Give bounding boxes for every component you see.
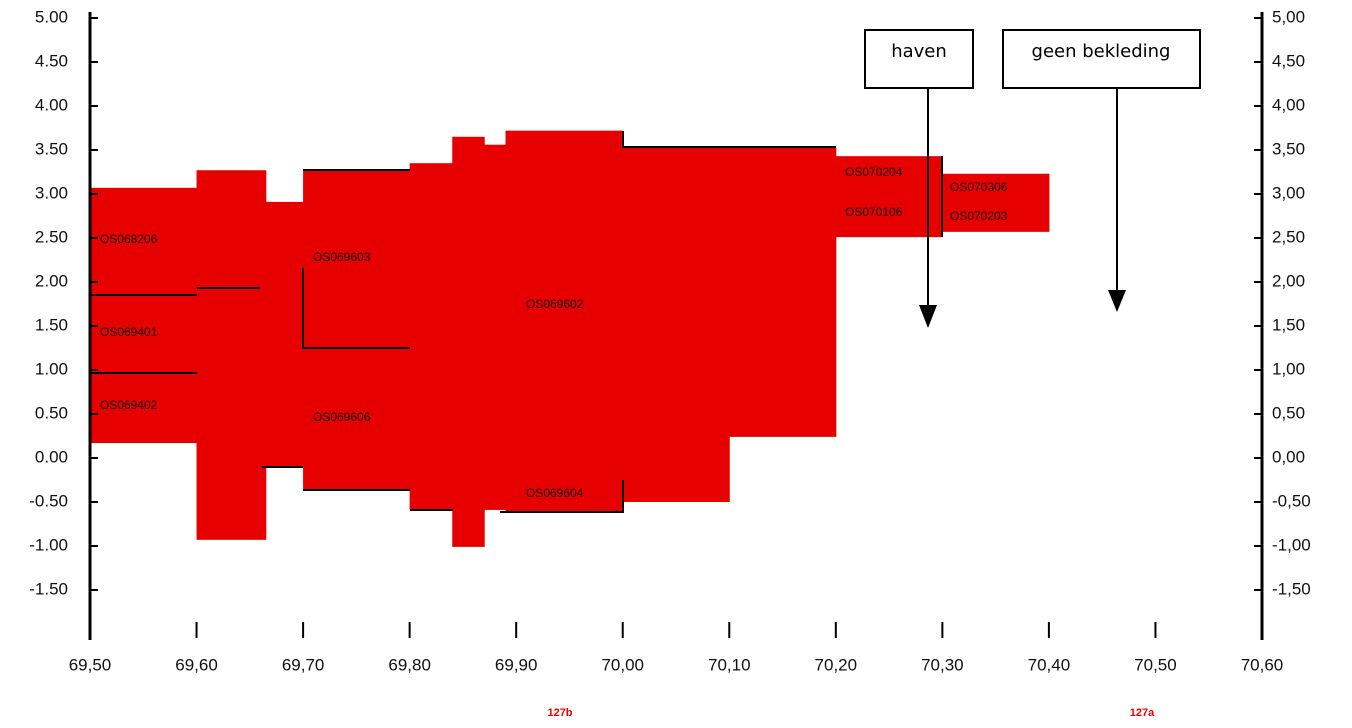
block [484, 144, 507, 510]
y-tick-label: -0.50 [29, 491, 68, 510]
y-tick-label: 2.50 [35, 227, 68, 246]
block [303, 170, 411, 490]
y2-tick-label: 4,50 [1272, 51, 1305, 70]
annotation-haven [864, 29, 974, 328]
block [90, 187, 198, 444]
x-tick-label: 70,00 [601, 655, 644, 674]
y-tick-label: 0.00 [35, 447, 68, 466]
y2-tick-label: -1,50 [1272, 579, 1311, 598]
y2-tick-label: -1,00 [1272, 535, 1311, 554]
y-tick-label: -1.00 [29, 535, 68, 554]
section-boundaries [90, 131, 943, 513]
y-tick-label: -1.50 [29, 579, 68, 598]
x-tick-label: 70,50 [1134, 655, 1177, 674]
y2-tick-label: 1,50 [1272, 315, 1305, 334]
y-tick-label: 4.50 [35, 51, 68, 70]
section-label: OS070204 [845, 165, 903, 179]
y-tick-label: 2.00 [35, 271, 68, 290]
blocks [90, 130, 1050, 547]
annotation-label: geen bekleding [1032, 41, 1171, 62]
x-tick-label: 69,50 [69, 655, 112, 674]
section-label: OS069603 [313, 250, 371, 264]
section-label: OS070106 [845, 205, 903, 219]
block [452, 136, 485, 547]
section-label: OS068206 [100, 232, 158, 246]
section-label: OS069401 [100, 325, 158, 339]
block [942, 173, 1050, 232]
annotation-geen-bekleding [1002, 29, 1201, 312]
y-tick-label: 0.50 [35, 403, 68, 422]
section-label: OS069606 [313, 410, 371, 424]
x-tick-label: 69,80 [388, 655, 431, 674]
block [505, 130, 624, 512]
y2-tick-label: -0,50 [1272, 491, 1311, 510]
y2-tick-label: 4,00 [1272, 95, 1305, 114]
block [265, 201, 304, 467]
marker-label: 127b [547, 707, 572, 719]
block [196, 170, 267, 540]
y2-tick-label: 0,50 [1272, 403, 1305, 422]
x-tick-label: 69,70 [282, 655, 325, 674]
block [729, 147, 837, 437]
block [835, 156, 943, 238]
x-tick-label: 70,10 [708, 655, 751, 674]
section-label: OS070306 [950, 180, 1008, 194]
block [409, 163, 453, 510]
marker-label: 127a [1130, 707, 1155, 719]
y-tick-label: 1.50 [35, 315, 68, 334]
y2-tick-label: 0,00 [1272, 447, 1305, 466]
x-tick-label: 70,40 [1028, 655, 1071, 674]
y2-tick-label: 3,00 [1272, 183, 1305, 202]
x-tick-label: 70,30 [921, 655, 964, 674]
y2-tick-label: 2,00 [1272, 271, 1305, 290]
section-label: OS069402 [100, 398, 158, 412]
section-label: OS069602 [526, 297, 584, 311]
x-tick-label: 69,90 [495, 655, 538, 674]
section-label: OS069604 [526, 486, 584, 500]
x-tick-label: 70,20 [815, 655, 858, 674]
y-tick-label: 3.00 [35, 183, 68, 202]
x-tick-label: 69,60 [175, 655, 218, 674]
y2-tick-label: 5,00 [1272, 7, 1305, 26]
y2-tick-label: 2,50 [1272, 227, 1305, 246]
y-tick-label: 3.50 [35, 139, 68, 158]
y2-tick-label: 1,00 [1272, 359, 1305, 378]
y-tick-label: 5.00 [35, 7, 68, 26]
x-tick-label: 70,60 [1241, 655, 1284, 674]
block [622, 147, 730, 503]
y-tick-label: 4.00 [35, 95, 68, 114]
annotation-label: haven [891, 41, 947, 62]
y2-tick-label: 3,50 [1272, 139, 1305, 158]
y-tick-label: 1.00 [35, 359, 68, 378]
section-label: OS070203 [950, 209, 1008, 223]
